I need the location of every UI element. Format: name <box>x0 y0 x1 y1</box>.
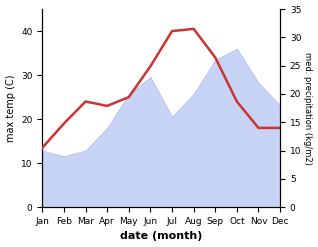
Y-axis label: med. precipitation (kg/m2): med. precipitation (kg/m2) <box>303 52 313 165</box>
X-axis label: date (month): date (month) <box>120 231 203 242</box>
Y-axis label: max temp (C): max temp (C) <box>5 74 16 142</box>
